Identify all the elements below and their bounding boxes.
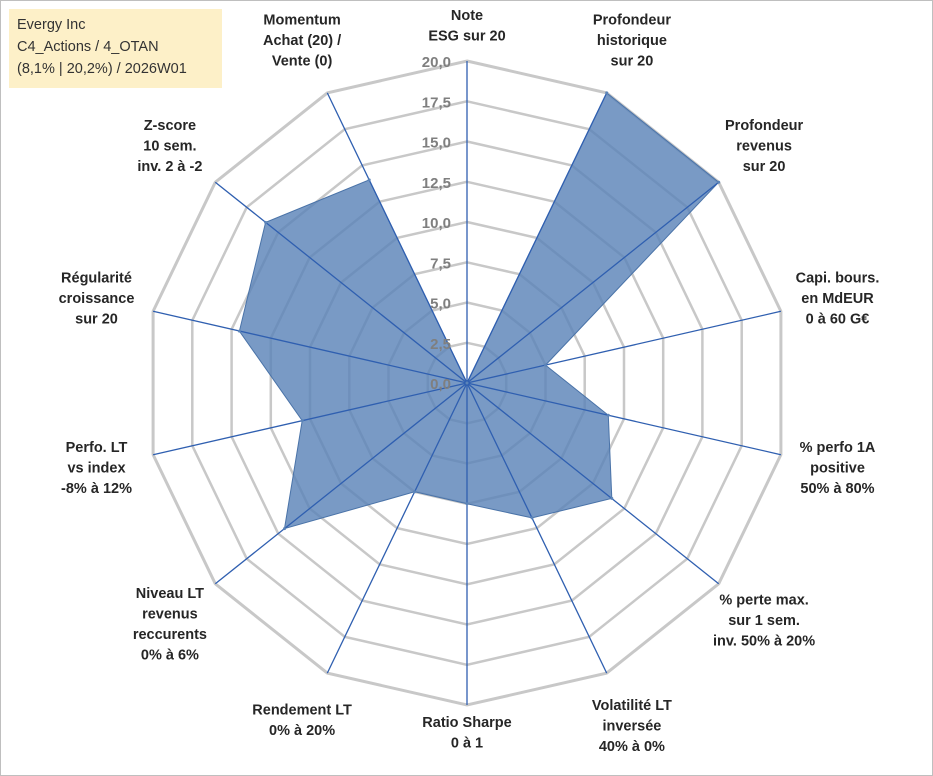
axis-label-line: Note: [451, 8, 483, 24]
data-point: [300, 419, 304, 423]
axis-spoke: [152, 310, 468, 384]
data-point: [605, 91, 609, 95]
info-box: Evergy Inc C4_Actions / 4_OTAN (8,1% | 2…: [9, 9, 222, 88]
tick-label: 10,0: [422, 215, 451, 232]
tick-label: 17,5: [422, 94, 451, 111]
tick-label: 12,5: [422, 175, 451, 192]
data-point: [717, 180, 721, 184]
axis-label: Volatilité LT inversée 40% à 0%: [592, 698, 672, 755]
axis-label-line: Capi. bours.: [796, 271, 880, 287]
axis-label-line: sur 20: [611, 54, 654, 70]
axis-label: Capi. bours. en MdEUR 0 à 60 G€: [796, 271, 880, 328]
axis-label: % perte max. sur 1 sem. inv. 50% à 20%: [713, 593, 815, 650]
axis-label-line: 40% à 0%: [599, 739, 665, 755]
tick-label: 20,0: [422, 54, 451, 71]
data-point: [530, 516, 534, 520]
axis-label-line: inversée: [602, 719, 661, 735]
axis-spoke: [466, 382, 782, 456]
axis-label-line: revenus: [736, 139, 792, 155]
tick-label: 7,5: [430, 255, 451, 272]
axis-label-line: Volatilité LT: [592, 698, 672, 714]
axis-spoke: [214, 382, 468, 585]
data-point: [283, 527, 286, 531]
axis-label-line: Rendement LT: [252, 703, 352, 719]
axis-label: Ratio Sharpe 0 à 1: [422, 715, 511, 752]
data-point: [237, 329, 241, 333]
company-name: Evergy Inc: [17, 17, 86, 33]
axis-spoke: [326, 382, 468, 674]
tick-label: 0,0: [430, 376, 451, 393]
axis-label-line: Ratio Sharpe: [422, 715, 511, 731]
data-point: [610, 496, 614, 500]
axis-label-line: Profondeur: [725, 118, 803, 134]
axis-label: Régularité croissance sur 20: [59, 271, 135, 328]
axis-label-line: Niveau LT: [136, 586, 204, 602]
axis-label-line: -8% à 12%: [61, 481, 132, 497]
axis-label-line: en MdEUR: [801, 291, 874, 307]
data-point: [264, 220, 268, 224]
axis-label-line: 0% à 6%: [141, 648, 199, 664]
axis-label-line: 0 à 60 G€: [806, 312, 870, 328]
axis-label-line: 0 à 1: [451, 736, 483, 752]
axis-label-line: Perfo. LT: [66, 440, 128, 456]
axis-label-line: inv. 2 à -2: [137, 159, 202, 175]
axis-spoke: [466, 382, 720, 585]
axis-label-line: historique: [597, 33, 667, 49]
axis-label-line: vs index: [67, 460, 125, 476]
axis-label-line: ESG sur 20: [428, 29, 505, 45]
axis-label: Profondeur historique sur 20: [593, 13, 671, 70]
axis-label-line: sur 1 sem.: [728, 613, 800, 629]
axis-label: Profondeur revenus sur 20: [725, 118, 803, 175]
axis-label-line: % perfo 1A: [800, 440, 876, 456]
axis-label: Momentum Achat (20) / Vente (0): [263, 13, 341, 70]
axis-label: Perfo. LT vs index -8% à 12%: [61, 440, 132, 497]
axis-label: % perfo 1A positive 50% à 80%: [800, 440, 876, 497]
axis-label-line: 10 sem.: [143, 139, 196, 155]
axis-label-line: Achat (20) /: [263, 33, 341, 49]
axis-label: Note ESG sur 20: [428, 8, 505, 45]
axis-label-line: croissance: [59, 291, 135, 307]
axis-label-line: positive: [810, 460, 865, 476]
score-period: (8,1% | 20,2%) / 2026W01: [17, 61, 187, 77]
data-point: [465, 381, 469, 385]
data-point: [465, 502, 469, 506]
axis-spoke: [466, 181, 720, 384]
axis-spoke: [466, 310, 782, 384]
axis-label-line: sur 20: [743, 159, 786, 175]
axis-label-line: Régularité: [61, 271, 132, 287]
portfolio-name: C4_Actions / 4_OTAN: [17, 39, 159, 55]
axis-spoke: [152, 382, 468, 456]
data-point: [413, 490, 417, 494]
axis-label-line: inv. 50% à 20%: [713, 634, 815, 650]
axis-label-line: reccurents: [133, 627, 207, 643]
axis-label-line: Vente (0): [272, 54, 333, 70]
axis-label-line: revenus: [142, 607, 198, 623]
axis-label-line: 0% à 20%: [269, 723, 335, 739]
data-point: [544, 363, 547, 367]
axis-label: Niveau LT revenus reccurents 0% à 6%: [133, 586, 207, 664]
axis-spoke: [466, 382, 608, 674]
axis-spoke: [214, 181, 468, 384]
axis-label-line: sur 20: [75, 312, 118, 328]
axis-label-line: Profondeur: [593, 13, 671, 29]
axis-spoke: [466, 92, 608, 384]
data-point: [367, 178, 371, 182]
axis-label-line: 50% à 80%: [800, 481, 874, 497]
axis-spoke: [326, 92, 468, 384]
axis-label: Z-score 10 sem. inv. 2 à -2: [137, 118, 202, 175]
axis-label: Rendement LT 0% à 20%: [252, 703, 352, 740]
axis-label-line: Z-score: [144, 118, 196, 134]
axis-label-line: % perte max.: [719, 593, 808, 609]
tick-label: 15,0: [422, 135, 451, 152]
data-point: [606, 413, 610, 417]
tick-label: 2,5: [430, 336, 451, 353]
tick-label: 5,0: [430, 296, 451, 313]
axis-label-line: Momentum: [263, 13, 340, 29]
